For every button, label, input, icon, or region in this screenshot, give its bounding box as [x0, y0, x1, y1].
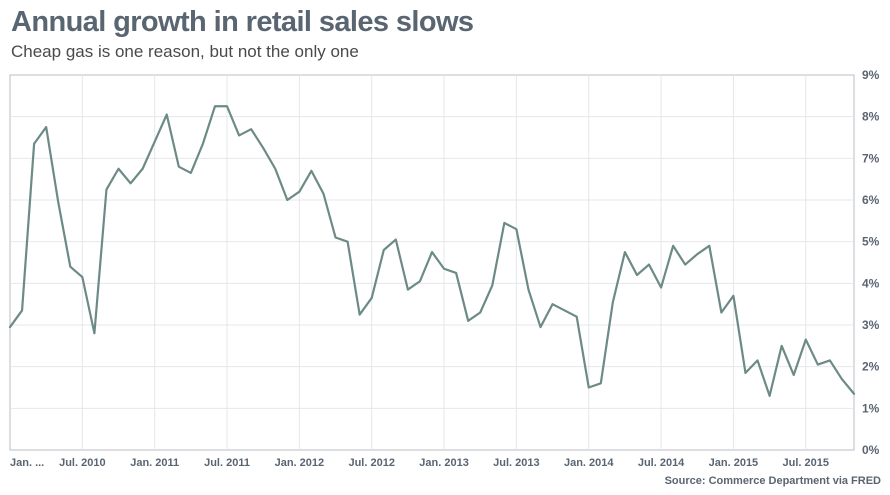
- data-point: [503, 222, 505, 224]
- data-point: [636, 274, 638, 276]
- data-point: [9, 326, 11, 328]
- data-point: [45, 126, 47, 128]
- data-point: [33, 143, 35, 145]
- data-point: [334, 236, 336, 238]
- data-point: [322, 193, 324, 195]
- y-tick-label: 9%: [862, 68, 880, 82]
- data-point: [756, 359, 758, 361]
- data-point: [153, 140, 155, 142]
- data-point: [346, 240, 348, 242]
- y-tick-label: 1%: [862, 401, 880, 415]
- data-point: [539, 326, 541, 328]
- x-tick-label: Jul. 2010: [59, 457, 105, 469]
- data-point: [708, 245, 710, 247]
- data-point: [250, 128, 252, 130]
- data-point: [69, 265, 71, 267]
- y-tick-label: 6%: [862, 193, 880, 207]
- data-point: [238, 134, 240, 136]
- data-point: [190, 172, 192, 174]
- data-point: [395, 238, 397, 240]
- data-point: [672, 245, 674, 247]
- data-point: [829, 359, 831, 361]
- data-point: [262, 147, 264, 149]
- data-point: [129, 182, 131, 184]
- data-point: [202, 143, 204, 145]
- y-tick-label: 3%: [862, 318, 880, 332]
- data-point: [431, 251, 433, 253]
- data-point: [612, 301, 614, 303]
- data-point: [166, 113, 168, 115]
- data-point: [624, 251, 626, 253]
- data-point: [178, 165, 180, 167]
- x-tick-label: Jan. 2013: [419, 457, 469, 469]
- data-point: [817, 363, 819, 365]
- x-tick-label: Jul. 2015: [783, 457, 829, 469]
- data-point: [600, 382, 602, 384]
- data-point: [93, 332, 95, 334]
- y-tick-label: 0%: [862, 443, 880, 457]
- data-point: [696, 253, 698, 255]
- data-point: [853, 393, 855, 395]
- data-point: [563, 309, 565, 311]
- data-point: [105, 188, 107, 190]
- data-point: [455, 272, 457, 274]
- data-point: [358, 313, 360, 315]
- data-point: [793, 374, 795, 376]
- data-point: [226, 105, 228, 107]
- data-point: [720, 311, 722, 313]
- data-point: [575, 315, 577, 317]
- data-point: [744, 372, 746, 374]
- data-point: [551, 303, 553, 305]
- x-tick-label: Jul. 2011: [204, 457, 250, 469]
- x-tick-label: Jul. 2014: [638, 457, 685, 469]
- data-point: [419, 280, 421, 282]
- data-point: [407, 288, 409, 290]
- data-point: [117, 168, 119, 170]
- data-point: [274, 168, 276, 170]
- x-tick-label: Jan. 2011: [130, 457, 179, 469]
- x-tick-label: Jan. 2015: [709, 457, 759, 469]
- data-point: [443, 268, 445, 270]
- data-point: [479, 311, 481, 313]
- y-tick-label: 5%: [862, 235, 880, 249]
- data-point: [141, 168, 143, 170]
- data-point: [780, 345, 782, 347]
- data-point: [81, 276, 83, 278]
- data-point: [648, 263, 650, 265]
- data-point: [805, 338, 807, 340]
- data-point: [588, 386, 590, 388]
- x-tick-label: Jul. 2012: [348, 457, 394, 469]
- chart-subtitle: Cheap gas is one reason, but not the onl…: [11, 42, 359, 61]
- data-point: [57, 201, 59, 203]
- data-point: [214, 105, 216, 107]
- data-point: [491, 284, 493, 286]
- data-point: [527, 288, 529, 290]
- data-point: [383, 249, 385, 251]
- series-line: [8, 105, 856, 397]
- chart-title: Annual growth in retail sales slows: [11, 6, 474, 38]
- data-point: [684, 263, 686, 265]
- data-point: [298, 190, 300, 192]
- data-point: [660, 286, 662, 288]
- x-tick-label: Jul. 2013: [493, 457, 539, 469]
- data-point: [841, 378, 843, 380]
- data-point: [310, 170, 312, 172]
- data-point: [467, 320, 469, 322]
- source-note: Source: Commerce Department via FRED: [664, 475, 881, 487]
- y-tick-label: 2%: [862, 360, 880, 374]
- x-tick-label: Jan. 2014: [564, 457, 614, 469]
- data-point: [371, 297, 373, 299]
- data-point: [515, 228, 517, 230]
- data-point: [286, 199, 288, 201]
- plot-area-border: [9, 74, 855, 451]
- data-point: [21, 309, 23, 311]
- y-tick-label: 8%: [862, 110, 880, 124]
- y-tick-label: 7%: [862, 151, 880, 165]
- data-point: [732, 295, 734, 297]
- x-tick-label: Jan. 2012: [275, 457, 325, 469]
- y-tick-label: 4%: [862, 276, 880, 290]
- x-tick-label: Jan. ...: [10, 457, 44, 469]
- data-point: [768, 395, 770, 397]
